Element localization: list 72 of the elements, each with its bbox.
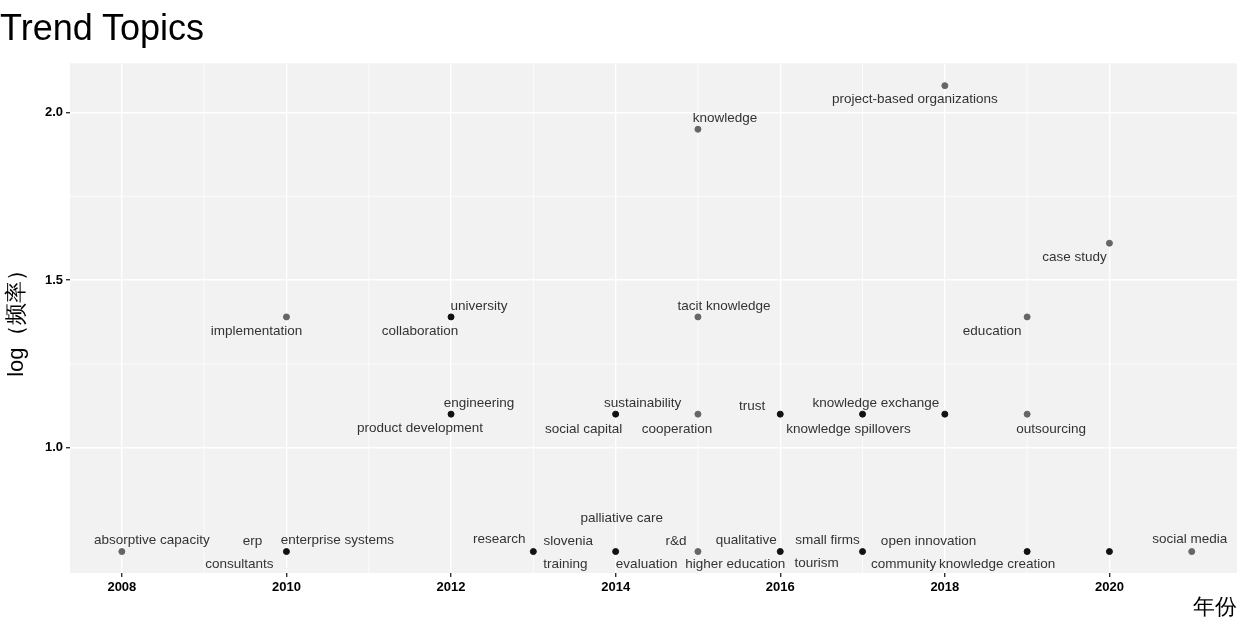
point	[1105, 548, 1113, 556]
annotation: training	[543, 556, 588, 572]
annotation: research	[473, 531, 526, 547]
point	[447, 410, 455, 418]
annotation: social media	[1152, 531, 1228, 547]
point	[941, 410, 949, 418]
x-tick-label: 2010	[271, 579, 301, 595]
x-tick-label: 2012	[436, 579, 466, 595]
point	[1023, 548, 1031, 556]
point	[1023, 410, 1031, 418]
x-tick-label: 2014	[601, 579, 631, 595]
annotation: implementation	[210, 322, 303, 338]
point	[282, 313, 290, 321]
annotation: erp	[242, 533, 263, 549]
annotation: r&d	[665, 533, 687, 549]
point	[612, 410, 620, 418]
annotation: enterprise systems	[280, 532, 395, 548]
point	[282, 548, 290, 556]
annotation: knowledge exchange	[812, 394, 940, 410]
annotation: knowledge creation	[938, 556, 1056, 572]
y-axis-title: log（频率）	[3, 259, 29, 377]
x-tick-label: 2018	[930, 579, 960, 595]
point	[776, 548, 784, 556]
x-axis-title: 年份	[1193, 593, 1237, 619]
annotation: knowledge	[692, 109, 758, 125]
point	[941, 82, 949, 90]
point	[694, 410, 702, 418]
annotation: absorptive capacity	[94, 532, 210, 548]
annotation: slovenia	[543, 533, 594, 549]
annotation: university	[450, 297, 508, 313]
point	[118, 548, 126, 556]
x-tick-label: 2008	[107, 579, 137, 595]
point	[694, 125, 702, 133]
point	[447, 313, 455, 321]
annotation: evaluation	[615, 556, 678, 572]
y-tick-label: 1.0	[44, 439, 63, 455]
annotation: product development	[357, 419, 484, 435]
point	[1188, 548, 1196, 556]
x-tick-label: 2020	[1094, 579, 1124, 595]
annotation: sustainability	[603, 394, 682, 410]
annotation: palliative care	[580, 510, 663, 526]
annotation: cooperation	[641, 420, 713, 436]
chart-title: Trend Topics	[0, 6, 205, 48]
annotation: community	[870, 556, 937, 572]
point	[694, 313, 702, 321]
annotation: open innovation	[880, 533, 977, 549]
point	[859, 548, 867, 556]
annotation: engineering	[443, 394, 515, 410]
annotation: education	[962, 322, 1022, 338]
y-tick-label: 1.5	[44, 271, 63, 287]
point	[859, 410, 867, 418]
annotation: knowledge spillovers	[786, 420, 912, 436]
x-tick-label: 2016	[765, 579, 795, 595]
point	[776, 410, 784, 418]
annotation: outsourcing	[1016, 420, 1087, 436]
annotation: trust	[739, 397, 766, 413]
annotation: case study	[1042, 248, 1107, 264]
annotation: tacit knowledge	[677, 297, 771, 313]
point	[1105, 239, 1113, 247]
point	[612, 548, 620, 556]
annotation: project-based organizations	[831, 91, 999, 107]
point	[529, 548, 537, 556]
point	[694, 548, 702, 556]
point	[1023, 313, 1031, 321]
annotation: tourism	[794, 555, 839, 571]
annotation: higher education	[685, 556, 786, 572]
annotation: collaboration	[381, 322, 459, 338]
annotation: consultants	[205, 556, 274, 572]
y-tick-label: 2.0	[44, 104, 63, 120]
annotation: social capital	[544, 420, 623, 436]
annotation: small firms	[795, 532, 861, 548]
annotation: qualitative	[715, 532, 777, 548]
